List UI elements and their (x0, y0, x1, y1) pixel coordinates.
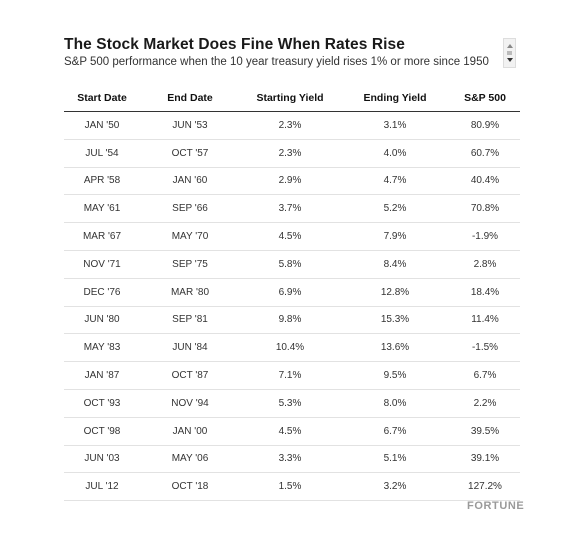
sp500-cell: 70.8% (450, 194, 520, 224)
table-row: MAY '83 JUN '84 10.4% 13.6% -1.5% (64, 333, 520, 363)
rates-table: Start Date End Date Starting Yield Endin… (64, 84, 520, 502)
start-date-cell: JUL '54 (64, 139, 140, 168)
end-date-cell: JAN '00 (140, 417, 240, 446)
start-date-cell: MAR '67 (64, 222, 140, 251)
table-row: JUL '54 OCT '57 2.3% 4.0% 60.7% (64, 139, 520, 168)
start-date-cell: APR '58 (64, 167, 140, 196)
table-row: NOV '71 SEP '75 5.8% 8.4% 2.8% (64, 250, 520, 279)
start-date-cell: DEC '76 (64, 278, 140, 307)
ending-yield-cell: 3.1% (340, 111, 450, 140)
scroll-thumb[interactable] (507, 51, 512, 55)
sp500-cell: 127.2% (450, 472, 520, 502)
header-ending-yield: Ending Yield (340, 84, 450, 112)
starting-yield-cell: 3.3% (240, 445, 340, 474)
table-row: JAN '50 JUN '53 2.3% 3.1% 80.9% (64, 111, 520, 140)
starting-yield-cell: 2.3% (240, 139, 340, 168)
end-date-cell: JAN '60 (140, 167, 240, 196)
ending-yield-cell: 4.7% (340, 167, 450, 196)
table-row: JUN '03 MAY '06 3.3% 5.1% 39.1% (64, 445, 520, 474)
starting-yield-cell: 5.8% (240, 250, 340, 279)
starting-yield-cell: 1.5% (240, 472, 340, 502)
sp500-cell: 2.8% (450, 250, 520, 279)
end-date-cell: JUN '84 (140, 333, 240, 363)
end-date-cell: SEP '75 (140, 250, 240, 279)
end-date-cell: SEP '81 (140, 306, 240, 335)
sp500-cell: 39.1% (450, 445, 520, 474)
end-date-cell: MAY '70 (140, 222, 240, 251)
table-row: JUL '12 OCT '18 1.5% 3.2% 127.2% (64, 472, 520, 502)
table-row: JUN '80 SEP '81 9.8% 15.3% 11.4% (64, 306, 520, 335)
starting-yield-cell: 4.5% (240, 417, 340, 446)
header-end-date: End Date (140, 84, 240, 112)
sp500-cell: -1.5% (450, 333, 520, 363)
ending-yield-cell: 8.0% (340, 389, 450, 418)
table-row: DEC '76 MAR '80 6.9% 12.8% 18.4% (64, 278, 520, 307)
table-row: APR '58 JAN '60 2.9% 4.7% 40.4% (64, 167, 520, 196)
start-date-cell: NOV '71 (64, 250, 140, 279)
ending-yield-cell: 9.5% (340, 361, 450, 390)
sp500-cell: 39.5% (450, 417, 520, 446)
end-date-cell: MAY '06 (140, 445, 240, 474)
end-date-cell: NOV '94 (140, 389, 240, 418)
start-date-cell: JAN '87 (64, 361, 140, 390)
table-row: OCT '93 NOV '94 5.3% 8.0% 2.2% (64, 389, 520, 418)
starting-yield-cell: 10.4% (240, 333, 340, 363)
starting-yield-cell: 3.7% (240, 194, 340, 224)
page-subtitle: S&P 500 performance when the 10 year tre… (64, 56, 489, 68)
ending-yield-cell: 6.7% (340, 417, 450, 446)
sp500-cell: 40.4% (450, 167, 520, 196)
starting-yield-cell: 6.9% (240, 278, 340, 307)
ending-yield-cell: 5.2% (340, 194, 450, 224)
starting-yield-cell: 5.3% (240, 389, 340, 418)
sp500-cell: -1.9% (450, 222, 520, 251)
table-row: MAY '61 SEP '66 3.7% 5.2% 70.8% (64, 194, 520, 224)
sp500-cell: 6.7% (450, 361, 520, 390)
header-start-date: Start Date (64, 84, 140, 112)
start-date-cell: MAY '61 (64, 194, 140, 224)
start-date-cell: JUN '03 (64, 445, 140, 474)
end-date-cell: MAR '80 (140, 278, 240, 307)
ending-yield-cell: 8.4% (340, 250, 450, 279)
table-body: JAN '50 JUN '53 2.3% 3.1% 80.9% JUL '54 OCT '5… (64, 111, 520, 502)
starting-yield-cell: 2.3% (240, 111, 340, 140)
starting-yield-cell: 4.5% (240, 222, 340, 251)
start-date-cell: OCT '98 (64, 417, 140, 446)
end-date-cell: SEP '66 (140, 194, 240, 224)
start-date-cell: JAN '50 (64, 111, 140, 140)
start-date-cell: OCT '93 (64, 389, 140, 418)
table-header-row: Start Date End Date Starting Yield Endin… (64, 84, 520, 112)
ending-yield-cell: 7.9% (340, 222, 450, 251)
end-date-cell: JUN '53 (140, 111, 240, 140)
starting-yield-cell: 7.1% (240, 361, 340, 390)
sp500-cell: 11.4% (450, 306, 520, 335)
table-row: MAR '67 MAY '70 4.5% 7.9% -1.9% (64, 222, 520, 251)
sp500-cell: 2.2% (450, 389, 520, 418)
starting-yield-cell: 9.8% (240, 306, 340, 335)
ending-yield-cell: 13.6% (340, 333, 450, 363)
fortune-logo: FORTUNE (467, 500, 525, 512)
sp500-cell: 80.9% (450, 111, 520, 140)
end-date-cell: OCT '87 (140, 361, 240, 390)
ending-yield-cell: 4.0% (340, 139, 450, 168)
end-date-cell: OCT '18 (140, 472, 240, 502)
header-starting-yield: Starting Yield (240, 84, 340, 112)
ending-yield-cell: 12.8% (340, 278, 450, 307)
scroll-up-icon[interactable] (507, 44, 513, 48)
end-date-cell: OCT '57 (140, 139, 240, 168)
scroll-down-icon[interactable] (507, 58, 513, 62)
sp500-cell: 18.4% (450, 278, 520, 307)
sp500-cell: 60.7% (450, 139, 520, 168)
scroll-control[interactable] (503, 38, 516, 68)
start-date-cell: JUN '80 (64, 306, 140, 335)
table-row: JAN '87 OCT '87 7.1% 9.5% 6.7% (64, 361, 520, 390)
start-date-cell: MAY '83 (64, 333, 140, 363)
ending-yield-cell: 5.1% (340, 445, 450, 474)
starting-yield-cell: 2.9% (240, 167, 340, 196)
page-title: The Stock Market Does Fine When Rates Ri… (64, 36, 405, 53)
start-date-cell: JUL '12 (64, 472, 140, 502)
header-sp500: S&P 500 (450, 84, 520, 112)
table-row: OCT '98 JAN '00 4.5% 6.7% 39.5% (64, 417, 520, 446)
ending-yield-cell: 3.2% (340, 472, 450, 502)
ending-yield-cell: 15.3% (340, 306, 450, 335)
